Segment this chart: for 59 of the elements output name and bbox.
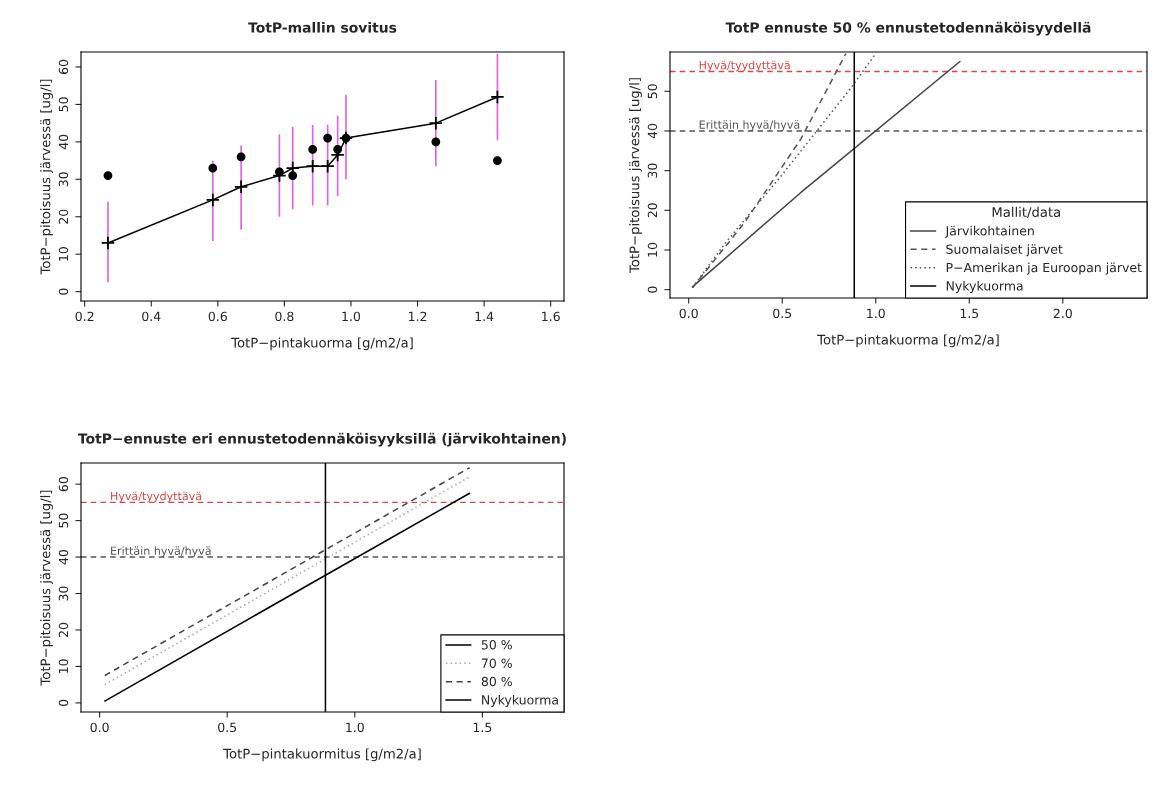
legend-label: Suomalaiset järvet [946, 244, 1063, 257]
x-tick-label: 0.5 [773, 308, 792, 319]
legend-label: Järvikohtainen [944, 225, 1034, 238]
legend-label: P−Amerikan ja Euroopan järvet [946, 262, 1142, 275]
x-tick-label: 2.0 [1053, 308, 1072, 319]
y-tick-label: 20 [647, 203, 658, 218]
y-tick-label: 10 [58, 247, 69, 261]
ref-line-label: Hyvä/tyydyttävä [111, 491, 202, 503]
y-tick-label: 40 [647, 123, 658, 139]
y-tick-label: 20 [58, 622, 69, 638]
y-tick-label: 30 [58, 172, 69, 187]
x-axis-title: TotP−pintakuorma [g/m2/a] [817, 334, 999, 348]
x-tick-label: 1.0 [867, 308, 885, 319]
x-tick-label: 1.6 [542, 311, 560, 322]
y-tick-label: 30 [58, 586, 69, 601]
y-axis-title: TotP−pitoisuus järvessä [ug/l] [40, 79, 53, 275]
y-axis-title: TotP−pitoisuus järvessä [ug/l] [629, 78, 642, 274]
ref-line-label: Erittäin hyvä/hyvä [111, 546, 211, 558]
legend-label: Nykykuorma [482, 694, 558, 707]
y-tick-label: 40 [58, 134, 69, 150]
y-tick-label: 50 [647, 84, 658, 99]
x-tick-label: 0.0 [679, 308, 698, 319]
x-tick-label: 1.4 [475, 311, 494, 321]
y-tick-label: 10 [58, 659, 69, 674]
chart-title: TotP−ennuste eri ennustetodennäköisyyksillä (järvikohtainen) [78, 432, 566, 447]
chart-title: TotP-mallin sovitus [248, 22, 397, 33]
y-tick-label: 10 [647, 242, 658, 257]
x-tick-label: 0.2 [75, 311, 94, 322]
y-tick-label: 50 [58, 97, 69, 112]
x-tick-label: 1.0 [346, 722, 364, 733]
x-tick-label: 0.8 [275, 311, 294, 322]
x-tick-label: 0.5 [218, 722, 237, 733]
x-axis-title: TotP−pintakuormitus [g/m2/a] [223, 748, 421, 762]
y-tick-label: 20 [58, 209, 69, 224]
legend-label: Nykykuorma [946, 280, 1023, 293]
y-tick-label: 60 [58, 59, 69, 75]
legend-label: 70 % [481, 658, 512, 668]
x-axis-title: TotP−pintakuorma [g/m2/a] [231, 337, 413, 351]
x-tick-label: 1.2 [408, 311, 427, 321]
legend-title: Mallit/data [992, 206, 1060, 219]
x-tick-label: 0.4 [142, 311, 161, 322]
y-axis-title: TotP−pitoisuus järvessä [ug/l] [40, 490, 53, 686]
x-tick-label: 0.0 [90, 722, 109, 733]
legend-label: 80 % [481, 676, 512, 687]
y-tick-label: 0 [58, 288, 69, 295]
ref-line-label: Hyvä/tyydyttävä [699, 60, 790, 72]
legend-label: 50 % [481, 640, 512, 650]
y-tick-label: 50 [58, 513, 69, 528]
x-tick-label: 1.5 [960, 308, 979, 319]
y-tick-label: 30 [647, 163, 658, 178]
x-tick-label: 1.0 [342, 311, 361, 322]
ref-line-label: Erittäin hyvä/hyvä [699, 120, 800, 131]
y-tick-label: 60 [58, 477, 69, 492]
x-tick-label: 1.5 [473, 722, 492, 733]
x-tick-label: 0.6 [208, 311, 227, 322]
chart-title: TotP ennuste 50 % ennustetodennäköisyydellä [725, 21, 1091, 36]
y-tick-label: 0 [647, 286, 658, 293]
y-tick-label: 0 [58, 699, 69, 707]
y-tick-label: 40 [58, 549, 69, 565]
